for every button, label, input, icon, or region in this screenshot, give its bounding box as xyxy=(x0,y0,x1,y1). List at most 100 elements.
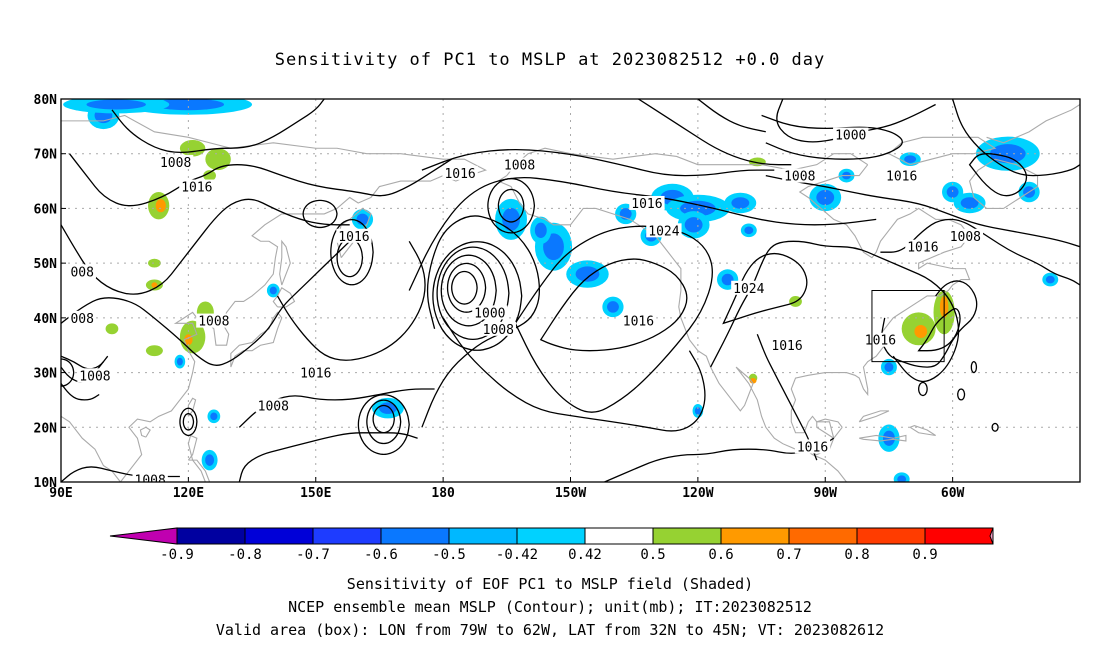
contour-label-bg xyxy=(442,165,478,180)
coastline xyxy=(272,286,296,308)
blue-patch-inner xyxy=(904,155,917,164)
contour-label: 1008 xyxy=(483,323,514,338)
coastline xyxy=(61,415,121,482)
coastline xyxy=(139,426,151,438)
coastline xyxy=(969,158,1039,209)
contour-label: 1016 xyxy=(444,167,475,182)
contour-label-bg xyxy=(769,338,805,353)
colorbar-label: 0.6 xyxy=(708,547,733,563)
blue-patch-inner xyxy=(205,454,215,466)
green-patch xyxy=(205,148,231,171)
isobar-line xyxy=(330,219,374,286)
coastline xyxy=(61,114,488,482)
map-title: Sensitivity of PC1 to MSLP at 2023082512… xyxy=(274,50,826,70)
isobar-line xyxy=(756,334,818,461)
colorbar-label: -0.8 xyxy=(228,547,262,563)
contour-label: 1008 xyxy=(198,315,229,330)
contour-label: 1016 xyxy=(300,367,331,382)
isobar-line xyxy=(497,188,525,223)
coastline xyxy=(859,434,907,442)
contour-label: 1008 xyxy=(160,156,191,171)
isobar-line xyxy=(421,215,541,428)
isobar-line xyxy=(514,225,713,413)
contour-label-bg xyxy=(179,179,215,194)
contour-label: 1016 xyxy=(771,339,802,354)
colorbar-label: -0.42 xyxy=(496,547,538,563)
isobar-line xyxy=(638,99,792,166)
blue-patch-inner xyxy=(1045,275,1055,284)
colorbar-left-arrow xyxy=(109,527,178,545)
coastline xyxy=(986,104,1080,144)
colorbar-segment xyxy=(584,527,654,545)
contour-label-bg xyxy=(884,168,920,183)
lon-tick-label: 90E xyxy=(49,486,72,501)
colorbar-label: -0.9 xyxy=(160,547,194,563)
contour-label-bg xyxy=(196,313,232,328)
colorbar-label: -0.7 xyxy=(296,547,330,563)
lon-tick-label: 180 xyxy=(431,486,455,501)
coastline xyxy=(858,410,890,423)
colorbar-label: 0.42 xyxy=(568,547,602,563)
blue-patch-inner xyxy=(543,233,564,261)
contour-label: 1008 xyxy=(950,230,981,245)
colorbar-segment xyxy=(652,527,722,545)
lat-tick-label: 80N xyxy=(34,93,58,108)
contour-label-bg xyxy=(620,313,657,328)
contour-label-bg xyxy=(68,264,96,279)
lat-tick-label: 10N xyxy=(34,476,58,491)
contour-label-bg xyxy=(833,127,869,142)
coastline xyxy=(279,239,291,286)
colorbar-label: 0.5 xyxy=(640,547,665,563)
blue-patch-inner xyxy=(744,226,754,235)
blue-patch-inner xyxy=(269,286,277,295)
lat-tick-label: 40N xyxy=(34,312,58,327)
orange-patch xyxy=(151,282,158,288)
contour-label-bg xyxy=(501,157,538,172)
contour-label: 1024 xyxy=(733,282,764,297)
caption-contour: NCEP ensemble mean MSLP (Contour); unit(… xyxy=(288,598,812,616)
contour-label-bg xyxy=(782,168,818,183)
contour-label: 1008 xyxy=(258,399,289,414)
contour-labels: 1008 1016 1016 1016 1008 1016 1024 1000 1008 1016… xyxy=(68,127,984,482)
lat-tick-label: 70N xyxy=(34,148,58,163)
green-patch xyxy=(105,323,119,335)
colorbar-segment xyxy=(448,527,518,545)
colorbar-label: 0.9 xyxy=(912,547,937,563)
isobar-line xyxy=(604,437,835,482)
isobar-line xyxy=(238,432,418,482)
blue-patch-inner xyxy=(946,186,959,198)
coastline xyxy=(909,425,936,437)
isobar-line xyxy=(440,254,497,327)
colorbar-segment xyxy=(720,527,790,545)
contour-label: 1008 xyxy=(504,159,535,174)
blue-patch-inner xyxy=(694,407,701,415)
blue-patch-inner xyxy=(534,222,547,238)
isobar-line xyxy=(951,99,1080,177)
isobar-line xyxy=(697,99,766,133)
isobar-line xyxy=(991,422,999,432)
colorbar-label: -0.5 xyxy=(432,547,466,563)
blue-patch-inner xyxy=(575,266,600,282)
contour-label: 008 xyxy=(70,312,93,327)
contour-label-bg xyxy=(731,280,767,295)
coastline xyxy=(230,311,283,368)
blue-patch-inner xyxy=(210,412,218,421)
contour-label: 1024 xyxy=(648,224,679,239)
contour-label: 1016 xyxy=(181,181,212,196)
isobar-line xyxy=(918,381,928,397)
colorbar-label: 0.7 xyxy=(776,547,801,563)
isobar-line xyxy=(761,114,903,160)
lon-tick-label: 150W xyxy=(555,486,586,501)
contour-label: 1008 xyxy=(79,369,110,384)
isobar-line xyxy=(765,174,1080,248)
contour-label: 1000 xyxy=(835,129,866,144)
isobar-line xyxy=(182,413,195,431)
lat-tick-label: 30N xyxy=(34,367,58,382)
colorbar-label: 0.8 xyxy=(844,547,869,563)
isobar-line xyxy=(451,270,478,305)
contour-label: 1008 xyxy=(784,170,815,185)
lon-tick-label: 90W xyxy=(814,486,838,501)
isobar-line xyxy=(238,388,435,428)
blue-patch-inner xyxy=(731,197,750,209)
coastline xyxy=(108,504,116,520)
